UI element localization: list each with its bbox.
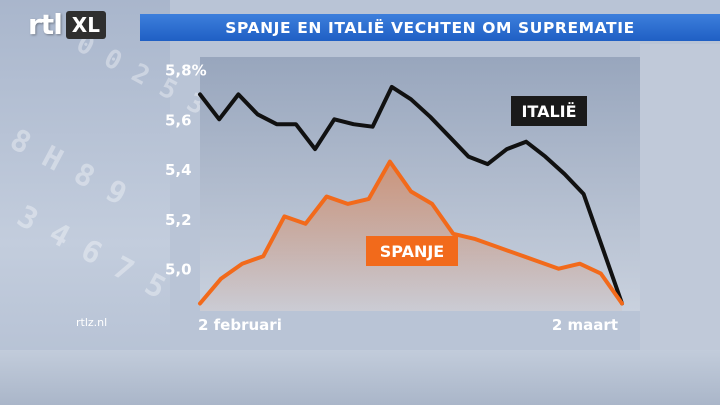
y-tick-label: 5,0: [165, 261, 192, 279]
title-bar: SPANJE EN ITALIË VECHTEN OM SUPREMATIE: [140, 14, 720, 41]
background-right-panel: [640, 44, 720, 350]
y-tick-label: 5,2: [165, 211, 192, 229]
italie-line: [198, 84, 624, 306]
x-tick-label: 2 februari: [198, 316, 282, 334]
spanje-label-box: [366, 236, 458, 266]
logo-xl-badge: XL: [65, 11, 106, 39]
italie-label-box: [511, 96, 587, 126]
italie-label-text: ITALIË: [521, 102, 576, 121]
source-label: rtlz.nl: [76, 316, 108, 329]
spanje-label-text: SPANJE: [380, 242, 444, 261]
chart-title: SPANJE EN ITALIË VECHTEN OM SUPREMATIE: [225, 18, 635, 37]
y-tick-label: 5,6: [165, 111, 192, 129]
background-left-panel: [0, 0, 170, 405]
spanje-line: [198, 159, 624, 306]
y-tick-label: 5,4: [165, 161, 192, 179]
rtl-xl-logo: rtl XL: [28, 10, 106, 40]
y-tick-label: 5,8%: [165, 61, 207, 79]
background-bottom-panel: [0, 350, 720, 405]
logo-rtl-text: rtl: [28, 8, 63, 41]
x-tick-label: 2 maart: [552, 316, 618, 334]
